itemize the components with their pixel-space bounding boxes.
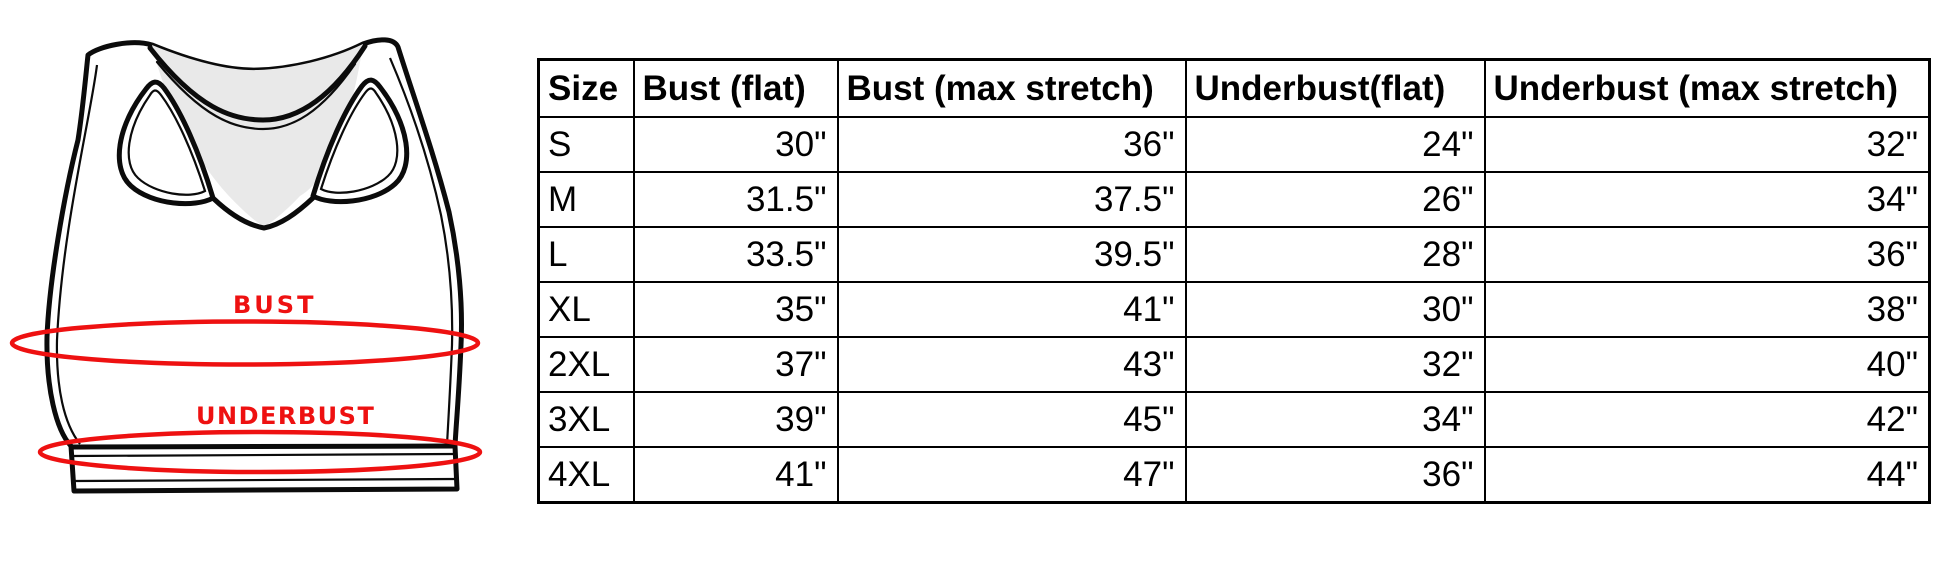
table-row-2xl: 2XL 37" 43" 32" 40" xyxy=(537,336,1931,393)
underbust-max-stretch-cell: 34" xyxy=(1483,171,1931,228)
underbust-max-stretch-cell: 44" xyxy=(1483,446,1931,504)
bust-flat-cell: 30" xyxy=(632,116,839,173)
panel-bottom-seam xyxy=(211,194,317,231)
sports-bra-drawing xyxy=(9,37,483,494)
bust-flat-cell: 31.5" xyxy=(632,171,839,228)
bra-illustration: BUST UNDERBUST xyxy=(0,0,510,579)
right-armhole xyxy=(310,77,410,205)
bust-max-stretch-cell: 43" xyxy=(836,336,1187,393)
column-header-bust-flat: Bust (flat) xyxy=(632,58,839,118)
size-cell: L xyxy=(537,226,635,283)
size-cell: 2XL xyxy=(537,336,635,393)
table-row-xl: XL 35" 41" 30" 38" xyxy=(537,281,1931,338)
underbust-flat-cell: 24" xyxy=(1184,116,1486,173)
bust-max-stretch-cell: 45" xyxy=(836,391,1187,448)
racerback-panel xyxy=(152,44,363,227)
bust-label: BUST xyxy=(233,291,317,319)
underbust-flat-cell: 26" xyxy=(1184,171,1486,228)
underbust-flat-cell: 32" xyxy=(1184,336,1486,393)
underbust-max-stretch-cell: 38" xyxy=(1483,281,1931,338)
underbust-flat-cell: 36" xyxy=(1184,446,1486,504)
bust-flat-cell: 33.5" xyxy=(632,226,839,283)
column-header-underbust-flat: Underbust(flat) xyxy=(1184,58,1486,118)
left-side-stitch xyxy=(55,64,99,445)
bust-max-stretch-cell: 39.5" xyxy=(836,226,1187,283)
table-row-m: M 31.5" 37.5" 26" 34" xyxy=(537,171,1931,228)
column-header-bust-max-stretch: Bust (max stretch) xyxy=(836,58,1187,118)
bust-flat-cell: 41" xyxy=(632,446,839,504)
underbust-measurement-ellipse xyxy=(37,429,483,475)
table-row-s: S 30" 36" 24" 32" xyxy=(537,116,1931,173)
size-cell: S xyxy=(537,116,635,173)
right-side-stitch xyxy=(388,57,454,446)
underbust-max-stretch-cell: 36" xyxy=(1483,226,1931,283)
underbust-max-stretch-cell: 42" xyxy=(1483,391,1931,448)
column-header-underbust-max-stretch: Underbust (max stretch) xyxy=(1483,58,1931,118)
size-cell: M xyxy=(537,171,635,228)
underbust-max-stretch-cell: 32" xyxy=(1483,116,1931,173)
neckline-stitch xyxy=(155,60,357,131)
bust-max-stretch-cell: 47" xyxy=(836,446,1187,504)
size-cell: 3XL xyxy=(537,391,635,448)
size-cell: 4XL xyxy=(537,446,635,504)
header-row: Size Bust (flat) Bust (max stretch) Unde… xyxy=(537,58,1931,118)
bust-flat-cell: 37" xyxy=(632,336,839,393)
band-top-seam xyxy=(70,443,456,450)
underbust-flat-cell: 34" xyxy=(1184,391,1486,448)
underbust-flat-cell: 30" xyxy=(1184,281,1486,338)
table-row-3xl: 3XL 39" 45" 34" 42" xyxy=(537,391,1931,448)
underbust-label: UNDERBUST xyxy=(196,402,376,430)
bust-measurement-ellipse xyxy=(9,319,481,367)
bust-flat-cell: 35" xyxy=(632,281,839,338)
left-armhole-stitch xyxy=(127,89,207,196)
bust-max-stretch-cell: 36" xyxy=(836,116,1187,173)
size-chart-table: Size Bust (flat) Bust (max stretch) Unde… xyxy=(537,58,1931,504)
size-cell: XL xyxy=(537,281,635,338)
underbust-flat-cell: 28" xyxy=(1184,226,1486,283)
band-hem-stitch xyxy=(74,477,457,483)
band-top-stitch xyxy=(72,452,456,458)
right-armhole-stitch xyxy=(319,87,399,194)
table-row-4xl: 4XL 41" 47" 36" 44" xyxy=(537,446,1931,504)
bust-max-stretch-cell: 37.5" xyxy=(836,171,1187,228)
bust-flat-cell: 39" xyxy=(632,391,839,448)
bust-max-stretch-cell: 41" xyxy=(836,281,1187,338)
left-armhole xyxy=(116,79,216,207)
column-header-size: Size xyxy=(537,58,635,118)
table-row-l: L 33.5" 39.5" 28" 36" xyxy=(537,226,1931,283)
underbust-max-stretch-cell: 40" xyxy=(1483,336,1931,393)
neckline-seam xyxy=(147,43,368,123)
